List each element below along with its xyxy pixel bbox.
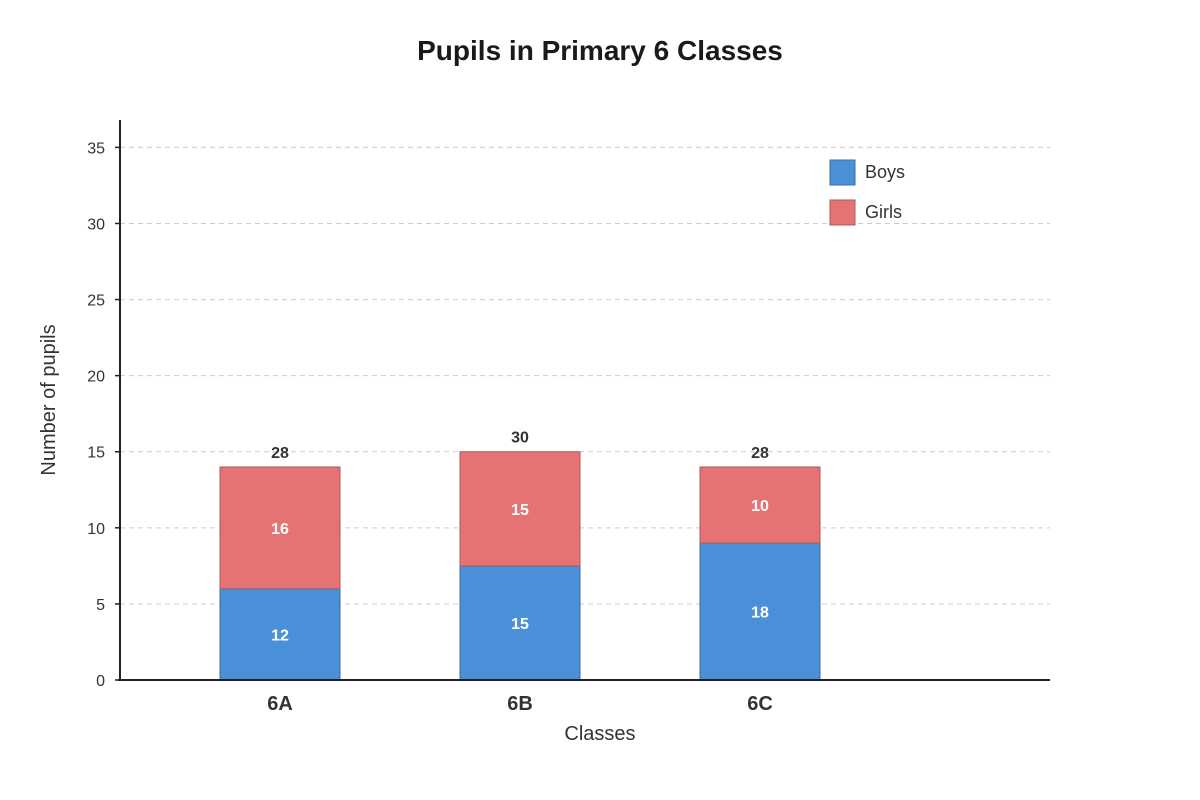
y-tick-label: 35 <box>87 140 105 157</box>
y-tick-label: 30 <box>87 216 105 233</box>
axes <box>118 120 1050 681</box>
data-label-boys: 15 <box>511 616 529 633</box>
x-category-label: 6A <box>267 693 293 715</box>
y-ticks: 0 5 10 15 20 25 30 35 <box>87 140 120 690</box>
total-label: 30 <box>511 430 529 447</box>
total-label: 28 <box>751 445 769 462</box>
data-label-girls: 16 <box>271 521 289 538</box>
bar-boys-6a <box>219 588 341 681</box>
x-category-label: 6B <box>507 693 533 715</box>
y-tick-label: 10 <box>87 521 105 538</box>
bar-girls-6a <box>219 466 341 590</box>
total-label: 28 <box>271 445 289 462</box>
x-category-label: 6C <box>747 693 773 715</box>
legend-label-girls: Girls <box>865 202 902 222</box>
bars: 12 16 28 15 15 30 18 10 28 <box>219 430 821 681</box>
bar-girls-6c <box>699 466 821 544</box>
legend-label-boys: Boys <box>865 162 905 182</box>
x-axis-title: Classes <box>564 723 635 745</box>
y-tick-label: 25 <box>87 293 105 310</box>
data-label-girls: 10 <box>751 498 769 515</box>
data-label-boys: 18 <box>751 605 769 622</box>
data-label-boys: 12 <box>271 627 289 644</box>
x-categories: 6A 6B 6C <box>267 693 773 715</box>
legend-swatch-boys <box>829 159 856 186</box>
y-axis-title: Number of pupils <box>38 324 60 475</box>
legend: Boys Girls <box>829 159 905 226</box>
data-label-girls: 15 <box>511 502 529 519</box>
y-tick-label: 20 <box>87 369 105 386</box>
y-tick-label: 5 <box>96 597 105 614</box>
bar-girls-6b <box>459 451 581 567</box>
legend-swatch-girls <box>829 199 856 226</box>
y-tick-label: 0 <box>96 673 105 690</box>
y-tick-label: 15 <box>87 445 105 462</box>
chart-title: Pupils in Primary 6 Classes <box>417 35 783 66</box>
